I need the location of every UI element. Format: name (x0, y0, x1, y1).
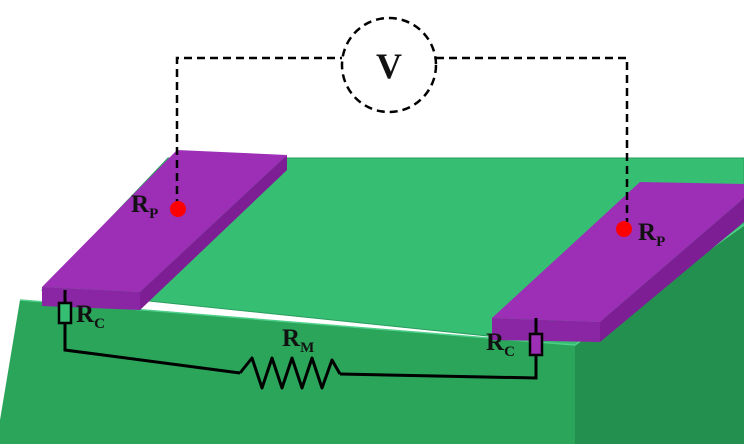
label-rp-right: RP (638, 219, 665, 250)
electrode-left-side (140, 155, 287, 310)
label-rp-right-sub: P (656, 234, 665, 250)
label-rp-left-main: R (131, 191, 150, 218)
material-resistor-zigzag (238, 356, 342, 390)
contact-resistor-right (528, 332, 544, 357)
label-rc-right-main: R (486, 329, 505, 356)
label-rm: RM (282, 325, 314, 356)
equivalent-circuit (57, 290, 544, 390)
circuit-wire-left (63, 323, 241, 375)
label-rc-left: RC (76, 301, 105, 332)
wire-voltmeter-left (175, 56, 342, 207)
electrode-right-top (492, 182, 744, 322)
label-rp-left-sub: P (149, 206, 158, 222)
electrode-right-front (492, 318, 600, 342)
label-rp-right-main: R (638, 219, 657, 246)
probe-dot-right (616, 221, 632, 237)
voltmeter: V (340, 16, 438, 114)
probe-dot-left (170, 201, 186, 217)
label-rm-sub: M (300, 340, 314, 356)
label-rm-main: R (282, 325, 301, 352)
label-rc-left-main: R (76, 301, 95, 328)
voltmeter-symbol: V (376, 46, 402, 86)
label-rc-right-sub: C (504, 344, 515, 360)
contact-resistor-left (57, 301, 73, 325)
voltmeter-circle (340, 16, 438, 114)
label-rp-left: RP (131, 191, 158, 222)
circuit-wire-right (339, 355, 538, 380)
substrate-right-face (575, 225, 744, 444)
label-rc-left-sub: C (94, 316, 105, 332)
wire-voltmeter-right (436, 56, 629, 230)
electrode-right (492, 182, 744, 342)
voltmeter-wires (175, 56, 629, 230)
electrode-left-top (42, 150, 287, 292)
label-rc-right: RC (486, 329, 515, 360)
electrode-right-side (600, 198, 744, 342)
